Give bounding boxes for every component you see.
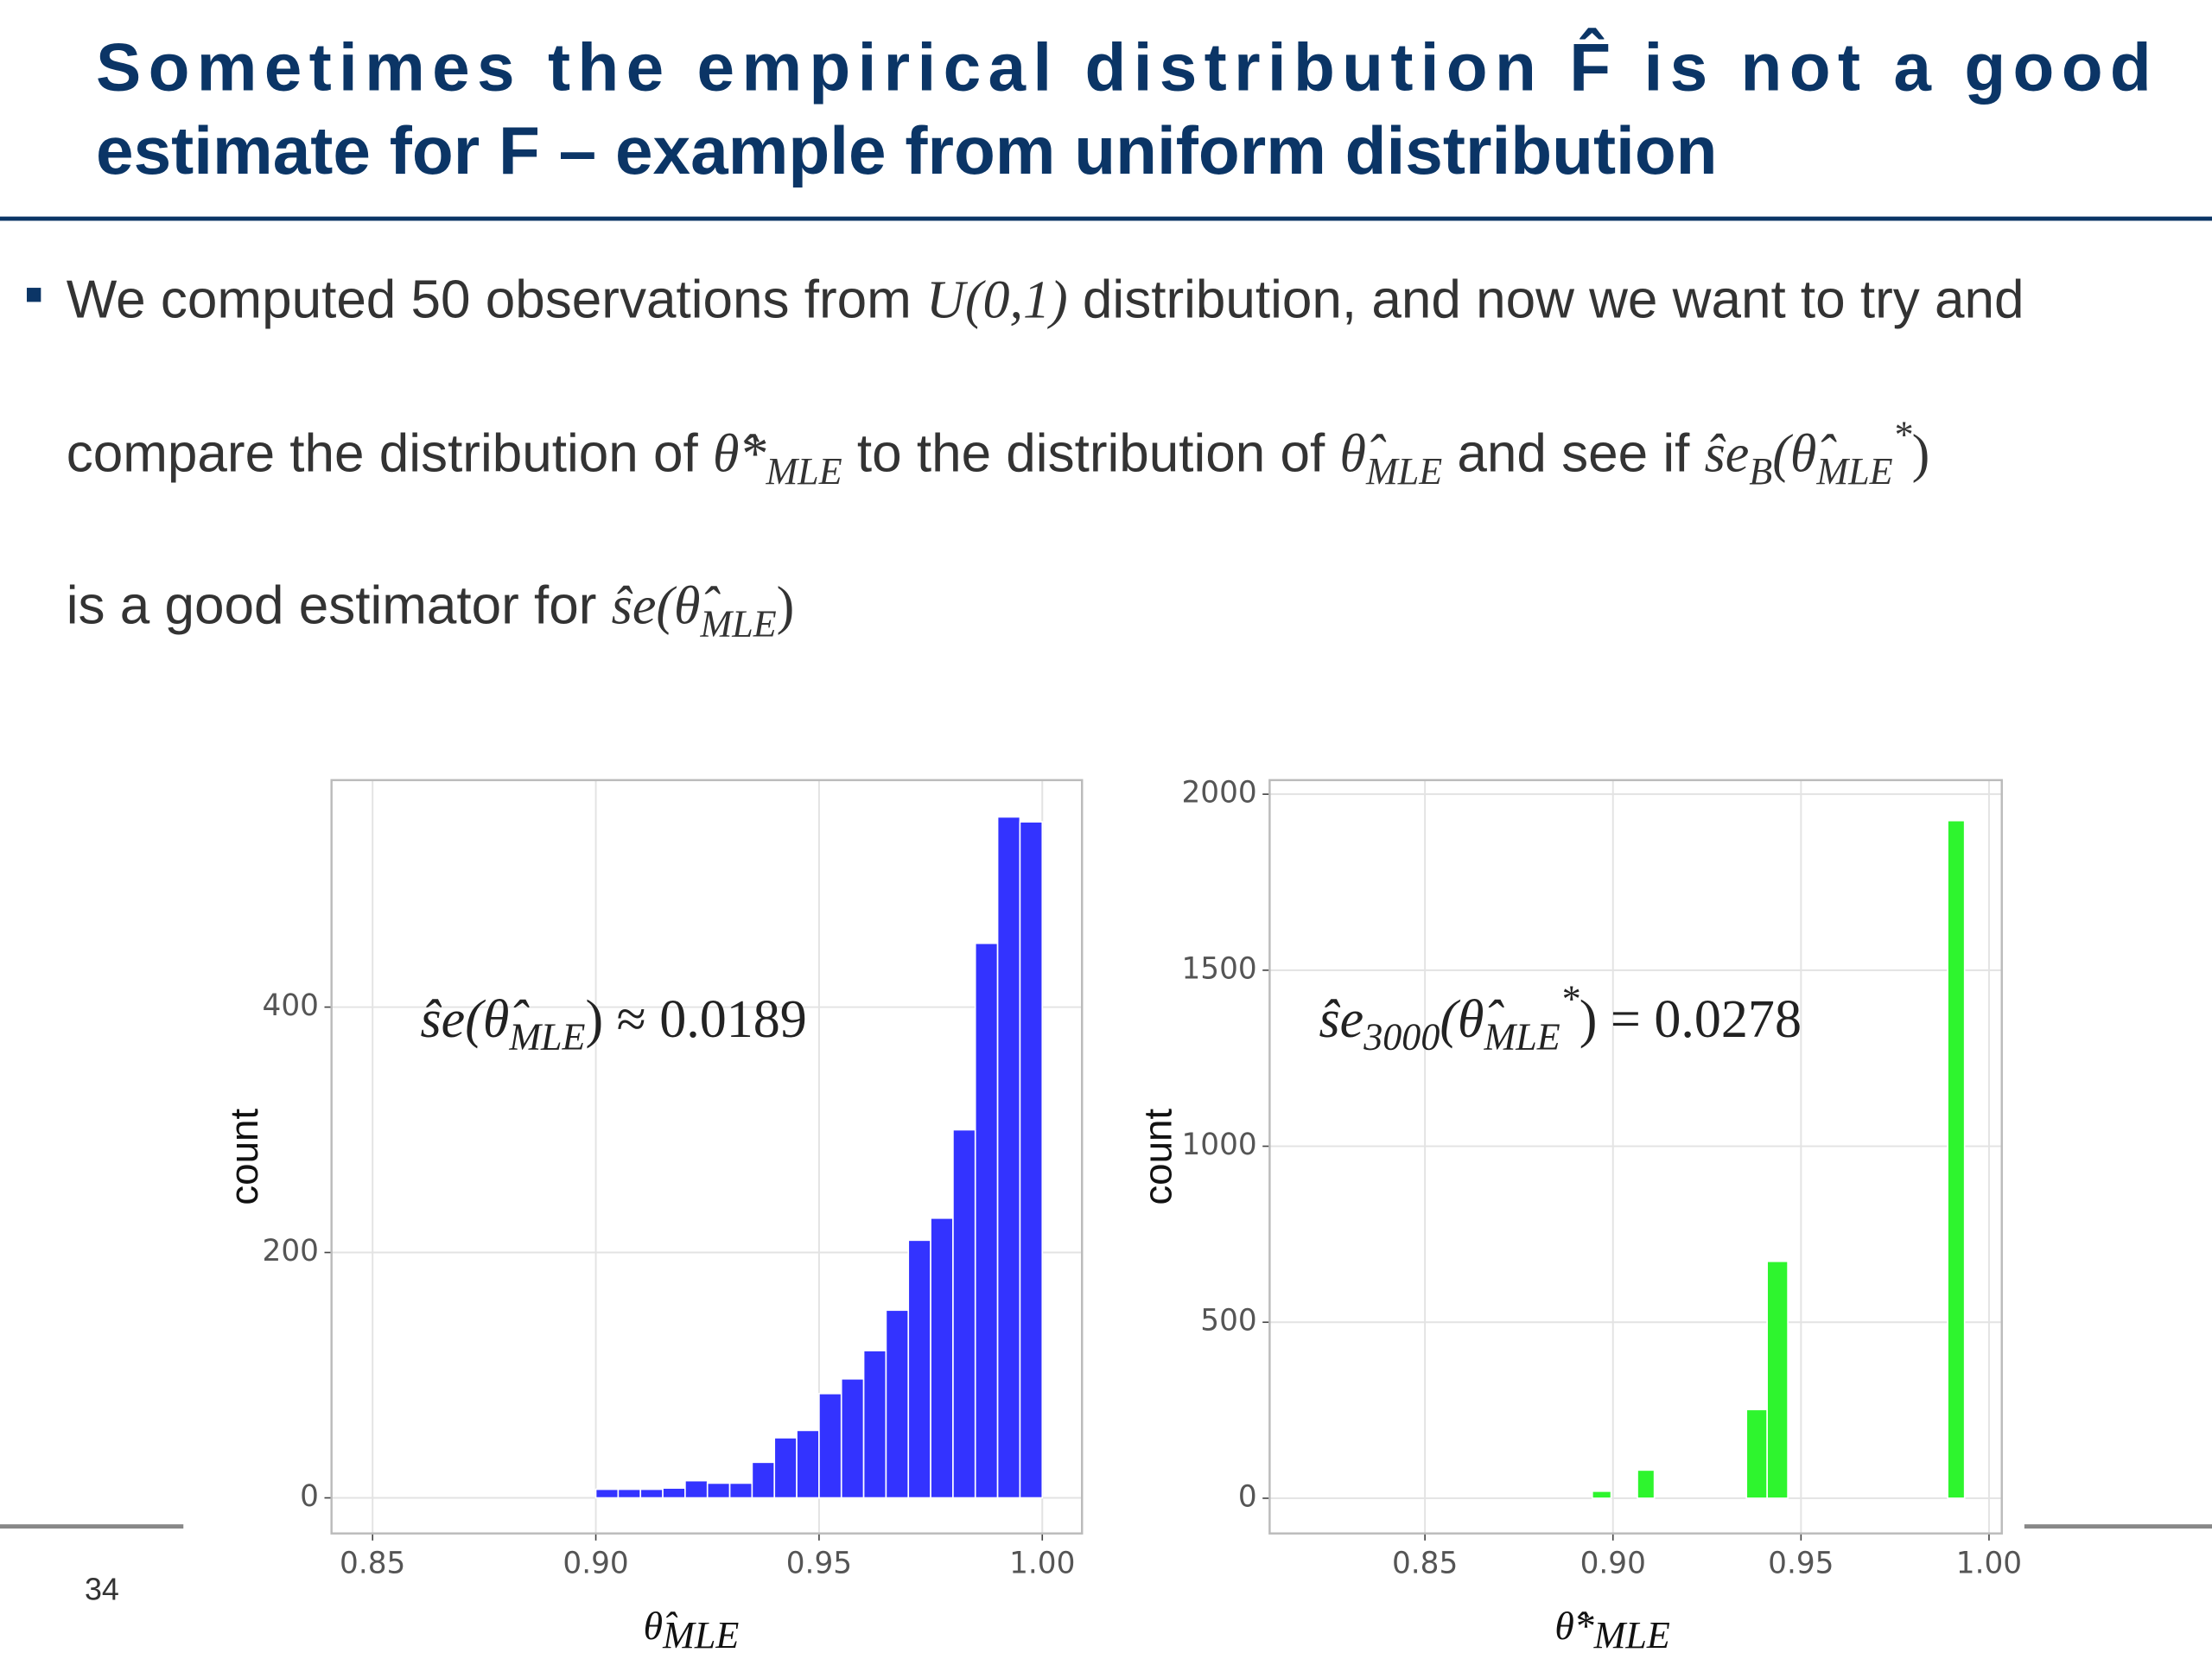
- bar: [930, 1217, 954, 1499]
- math-sub: MLE: [1365, 450, 1442, 493]
- text: to the distribution of: [842, 423, 1340, 483]
- math-sub: MLE: [662, 1614, 739, 1656]
- title-line: estimate for F – example from uniform di…: [96, 112, 1718, 188]
- x-tick-label: 0.90: [1580, 1546, 1646, 1580]
- bullet-line: We computed 50 observations from U(0,1) …: [67, 270, 2024, 329]
- bar: [818, 1393, 842, 1499]
- y-tick-label: 200: [263, 1234, 319, 1268]
- bar: [1591, 1490, 1612, 1499]
- math-sup: *: [1893, 414, 1913, 456]
- bar: [952, 1128, 976, 1499]
- math: ) = 0.0278: [1580, 990, 1802, 1049]
- bar: [751, 1461, 776, 1499]
- math-sub: B: [1749, 450, 1772, 493]
- annotation: ŝe(θ̂MLE) ≈ 0.0189: [421, 990, 807, 1058]
- bar: [1947, 819, 1966, 1499]
- text: compare the distribution of: [67, 423, 713, 483]
- bar: [728, 1482, 753, 1499]
- text: and see if: [1442, 423, 1704, 483]
- x-tick-label: 0.85: [340, 1546, 405, 1580]
- bar: [1766, 1260, 1789, 1499]
- plot-border: [330, 779, 1084, 1535]
- y-tick-label: 400: [263, 988, 319, 1023]
- math-sub: MLE: [1593, 1614, 1670, 1656]
- math-sub: MLE: [1815, 450, 1892, 493]
- x-axis-title: θ̂MLE: [644, 1604, 740, 1656]
- x-tick-label: 0.90: [563, 1546, 628, 1580]
- y-tick-label: 500: [1200, 1304, 1256, 1338]
- bar: [996, 816, 1021, 1499]
- x-axis-title: θ̂*MLE: [1554, 1604, 1670, 1656]
- math: ŝe: [612, 577, 657, 636]
- math: ŝe: [1319, 990, 1364, 1049]
- math: θ̂*: [1554, 1604, 1593, 1648]
- title-line: Sometimes the empirical distribution F̂ …: [96, 29, 2152, 105]
- text: We computed 50 observations from: [67, 270, 926, 329]
- plot-border: [1268, 779, 2003, 1535]
- bar: [907, 1239, 931, 1499]
- y-axis-title: count: [1136, 1109, 1180, 1205]
- bullet-line: compare the distribution of θ̂*MLE to th…: [67, 414, 1930, 493]
- math: ): [1912, 424, 1930, 483]
- math-sub: MLE: [1484, 1016, 1560, 1058]
- text: distribution, and now we want to try and: [1068, 270, 2024, 329]
- bar: [1745, 1408, 1768, 1499]
- annotation: ŝe3000(θ̂MLE*) = 0.0278: [1319, 978, 1802, 1058]
- bar: [617, 1488, 642, 1499]
- math: U(0,1): [926, 270, 1068, 329]
- math-sub: MLE: [765, 450, 842, 493]
- page-number: 34: [85, 1571, 119, 1606]
- math-sup: *: [1560, 978, 1580, 1020]
- bar: [1637, 1469, 1656, 1499]
- math-sub: MLE: [700, 602, 777, 645]
- charts: 0 200 400 0.85 0.90 0.95 1.00 0 500 1000 1500 2000 0…: [263, 776, 2023, 1581]
- y-tick-label: 0: [300, 1479, 319, 1514]
- bullet-marker: [27, 288, 41, 302]
- y-axis-title: count: [222, 1109, 266, 1205]
- bar: [885, 1309, 910, 1499]
- math: ): [777, 577, 795, 636]
- bar: [639, 1488, 664, 1499]
- bar: [594, 1488, 620, 1499]
- y-tick-label: 2000: [1181, 776, 1256, 810]
- math-sub: 3000: [1363, 1016, 1440, 1058]
- bar: [1019, 821, 1044, 1499]
- math: ) ≈ 0.0189: [586, 990, 807, 1049]
- plot-panel: [1269, 779, 2002, 1534]
- x-tick-label: 1.00: [1009, 1546, 1075, 1580]
- bar: [706, 1482, 731, 1499]
- bar: [662, 1487, 686, 1499]
- math-sub: MLE: [508, 1016, 585, 1058]
- bar: [862, 1350, 887, 1499]
- bar: [684, 1479, 709, 1499]
- x-tick-label: 0.95: [1768, 1546, 1834, 1580]
- y-tick-label: 1500: [1181, 951, 1256, 986]
- bullet-line: is a good estimator for ŝe(θ̂MLE): [67, 576, 795, 645]
- y-tick-label: 1000: [1181, 1128, 1256, 1162]
- bar: [840, 1377, 865, 1499]
- bar: [773, 1437, 798, 1499]
- math: θ̂*: [713, 424, 766, 483]
- x-tick-label: 0.85: [1392, 1546, 1458, 1580]
- x-tick-label: 0.95: [786, 1546, 852, 1580]
- text: is a good estimator for: [67, 576, 612, 636]
- y-tick-label: 0: [1238, 1479, 1257, 1514]
- bar: [796, 1429, 820, 1499]
- math: ŝe: [1705, 424, 1750, 483]
- bar: [974, 942, 999, 1499]
- x-tick-label: 1.00: [1956, 1546, 2022, 1580]
